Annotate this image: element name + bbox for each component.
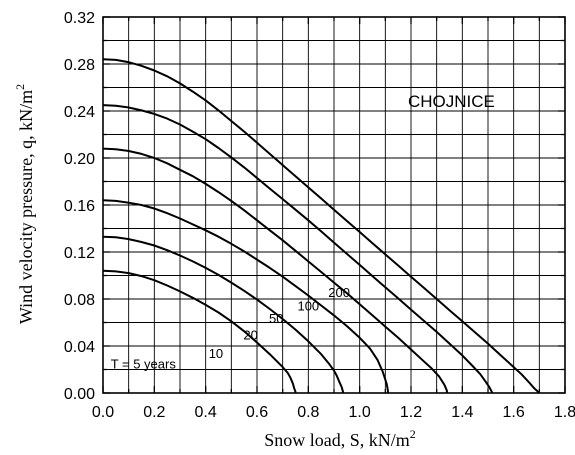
return-period-curve: [102, 235, 344, 393]
x-axis-label: Snow load, S, kN/m2: [264, 427, 416, 450]
y-tick-label: 0.28: [64, 57, 95, 74]
return-period-curve: [102, 147, 448, 393]
y-tick-label: 0.20: [64, 151, 95, 168]
tick-labels: 0.0 0.2 0.4 0.6 0.8 1.0 1.2 1.4 1.6 1.8 0.00 0.04 0.…: [64, 10, 575, 421]
curve-label: 10: [209, 346, 223, 361]
x-tick-label: 1.4: [451, 404, 473, 421]
x-tick-label: 0.0: [92, 404, 114, 421]
curve-label: 100: [297, 298, 319, 313]
curve-label: T = 5 years: [111, 357, 177, 372]
x-tick-label: 0.2: [143, 404, 165, 421]
y-axis-label-text: Wind velocity pressure, q, kN/m: [16, 90, 36, 324]
grid: [102, 16, 566, 394]
return-period-curve: [102, 269, 297, 393]
y-tick-label: 0.08: [64, 292, 95, 309]
return-period-curve: [102, 104, 493, 393]
return-period-curve: [102, 58, 539, 393]
x-tick-label: 1.0: [349, 404, 371, 421]
x-tick-label: 1.6: [503, 404, 525, 421]
x-axis-label-text: Snow load, S, kN/m: [264, 430, 410, 450]
curve-label: 200: [328, 285, 350, 300]
y-axis-label: Wind velocity pressure, q, kN/m2: [13, 84, 36, 324]
y-tick-label: 0.32: [64, 10, 95, 27]
x-tick-label: 0.8: [297, 404, 319, 421]
curve-labels: T = 5 years 10 20 50 100 200: [111, 285, 350, 372]
x-tick-label: 1.2: [400, 404, 422, 421]
curve-label: 50: [269, 311, 283, 326]
curves: [102, 58, 539, 393]
x-tick-label: 0.6: [246, 404, 268, 421]
y-tick-label: 0.00: [64, 386, 95, 403]
y-tick-label: 0.12: [64, 245, 95, 262]
curve-label: 20: [243, 327, 257, 342]
location-annotation: CHOJNICE: [408, 92, 495, 111]
x-tick-label: 0.4: [195, 404, 217, 421]
x-axis-label-superscript: 2: [410, 427, 416, 441]
x-tick-label: 1.8: [554, 404, 575, 421]
y-tick-label: 0.24: [64, 104, 95, 121]
return-period-curve: [102, 199, 389, 393]
y-tick-label: 0.04: [64, 339, 95, 356]
ticks: [102, 16, 566, 394]
y-tick-label: 0.16: [64, 198, 95, 215]
y-axis-label-superscript: 2: [13, 84, 27, 90]
